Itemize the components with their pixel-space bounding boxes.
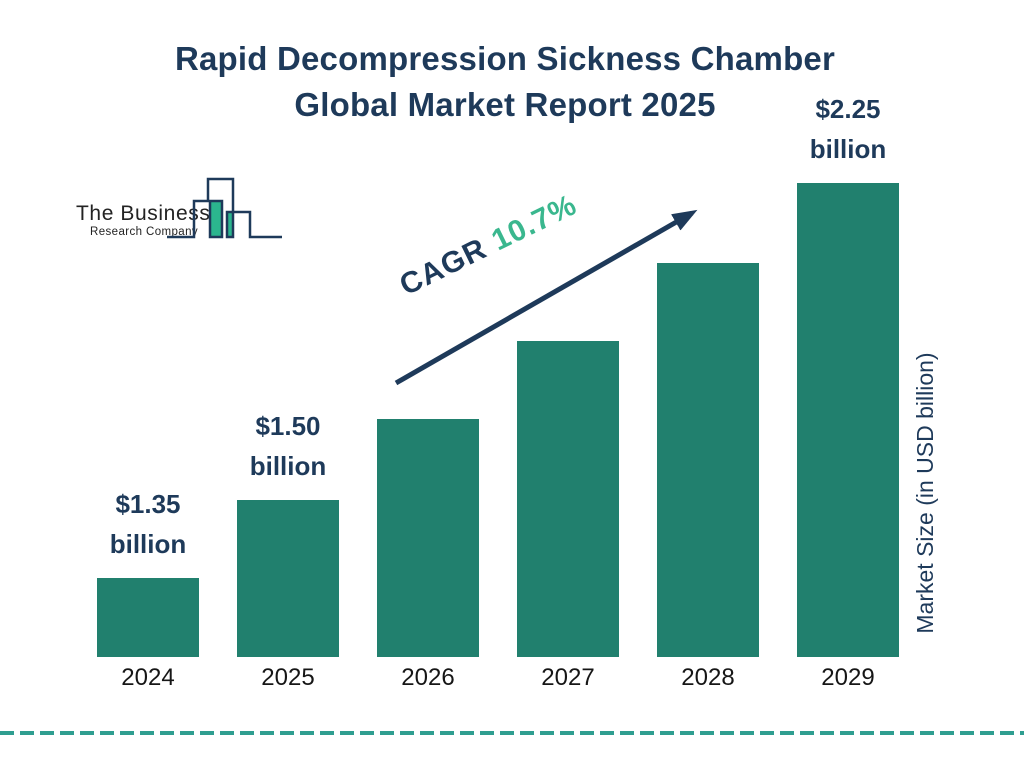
value-label-2025: $1.50 billion: [249, 411, 327, 481]
bar-2028: [657, 263, 759, 657]
logo-bars-icon: [167, 177, 282, 239]
year-label-2028: 2028: [681, 664, 735, 691]
logo-name-text: The Business: [76, 202, 210, 225]
company-logo: The Business Research Company: [76, 177, 282, 239]
bar-column-2025: $1.50 billion 2025: [237, 0, 339, 768]
bar-column-2024: $1.35 billion 2024: [97, 0, 199, 768]
year-label-2026: 2026: [401, 664, 455, 691]
bar-2027: [517, 341, 619, 657]
bar-column-2026: 2026: [377, 0, 479, 768]
chart-title: Rapid Decompression Sickness Chamber Glo…: [0, 36, 1010, 128]
logo-small-green-bar-icon: [225, 210, 235, 239]
value-label-2029: $2.25 billion: [809, 94, 887, 164]
bar-2024: [97, 578, 199, 657]
bar-column-2027: 2027: [517, 0, 619, 768]
year-label-2025: 2025: [261, 664, 315, 691]
bar-column-2029: $2.25 billion 2029: [797, 0, 899, 768]
bar-column-2028: 2028: [657, 0, 759, 768]
bar-2025: [237, 500, 339, 657]
year-label-2024: 2024: [121, 664, 175, 691]
year-label-2029: 2029: [821, 664, 875, 691]
chart-title-line1: Rapid Decompression Sickness Chamber: [174, 40, 836, 77]
bar-2029: [797, 183, 899, 657]
y-axis-label: Market Size (in USD billion): [912, 352, 938, 634]
chart-title-line2: Global Market Report 2025: [294, 86, 716, 123]
bar-2026: [377, 419, 479, 657]
logo-subtitle-text: Research Company: [90, 226, 198, 238]
value-label-2024: $1.35 billion: [109, 489, 187, 559]
year-label-2027: 2027: [541, 664, 595, 691]
logo-green-bar-icon: [208, 199, 224, 239]
